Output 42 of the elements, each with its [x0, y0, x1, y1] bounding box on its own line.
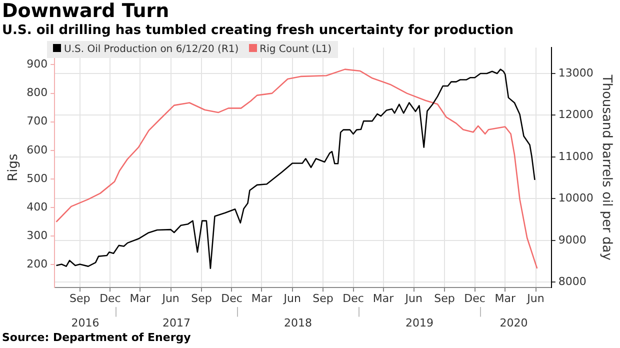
x-tick-label: Jun	[526, 292, 544, 306]
y-tick-label: 900	[26, 58, 48, 71]
legend-label: Rig Count (L1)	[258, 44, 332, 55]
x-tick-label: Jun	[282, 292, 301, 306]
y2-tick-label: 8000	[558, 275, 586, 288]
x-tick-label: Sep	[312, 292, 334, 306]
y2-tick-label: 12000	[558, 108, 594, 122]
y-tick-label: 200	[26, 258, 48, 271]
x-tick-label: Dec	[100, 292, 121, 306]
x2-tick-label: 2019	[406, 316, 434, 330]
y2-tick-label: 11000	[558, 150, 594, 163]
x-tick-label: Sep	[191, 292, 212, 306]
y-tick-label: 400	[26, 200, 48, 214]
x-tick-label: Mar	[494, 292, 516, 306]
x-tick-label: Sep	[70, 292, 90, 306]
y-tick-label: 300	[26, 229, 48, 242]
chart-subtitle: U.S. oil drilling has tumbled creating fresh uncertainty for production	[2, 23, 514, 38]
y2-tick-label: 13000	[558, 66, 594, 80]
x-tick-label: Mar	[372, 292, 394, 306]
x-tick-label: Sep	[434, 292, 455, 306]
x-tick-label: Mar	[251, 292, 273, 306]
x-tick-label: Jun	[404, 292, 423, 306]
x-tick-label: Dec	[342, 292, 364, 306]
x-tick-label: Jun	[161, 292, 180, 306]
y-axis-title: Rigs	[6, 154, 22, 182]
x2-tick-label: 2018	[284, 316, 312, 330]
x-tick-label: Mar	[130, 292, 152, 306]
x-tick-label: Dec	[221, 292, 242, 306]
chart-title: Downward Turn	[2, 0, 170, 22]
y-tick-label: 600	[26, 143, 48, 156]
x-tick-label: Dec	[464, 292, 486, 306]
y2-tick-label: 10000	[558, 192, 594, 205]
x2-tick-label: 2017	[162, 316, 190, 330]
y2-tick-label: 9000	[558, 233, 586, 246]
legend-label: U.S. Oil Production on 6/12/20 (R1)	[63, 44, 239, 55]
y-tick-label: 800	[26, 86, 48, 100]
x2-tick-label: 2016	[71, 316, 100, 330]
y-tick-label: 700	[26, 114, 48, 128]
y-tick-label: 500	[26, 172, 48, 185]
y2-axis-title: Thousand barrels oil per day	[598, 74, 614, 261]
x2-tick-label: 2020	[500, 316, 528, 330]
source-note: Source: Department of Energy	[2, 331, 191, 344]
